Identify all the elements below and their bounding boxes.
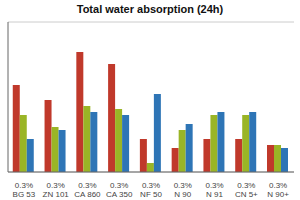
svg-text:0.3%NF 50: 0.3%NF 50 [140, 181, 162, 199]
html-text:Total water absorption (24h): Total water absorption (24h) [76, 3, 224, 15]
svg-text:0.3%N 91: 0.3%N 91 [205, 181, 223, 199]
svg-text:0.3%N 90: 0.3%N 90 [174, 181, 192, 199]
svg-text:0.3%BG 53: 0.3%BG 53 [13, 181, 36, 199]
svg-text:0.3%CA 860: 0.3%CA 860 [74, 181, 101, 199]
svg-text:0.3%CA 350: 0.3%CA 350 [106, 181, 133, 199]
svg-text:0.3%ZN 101: 0.3%ZN 101 [43, 181, 70, 199]
svg-text:0.3%N 90+: 0.3%N 90+ [267, 181, 289, 199]
svg-text:0.3%CN 5+: 0.3%CN 5+ [235, 181, 258, 199]
